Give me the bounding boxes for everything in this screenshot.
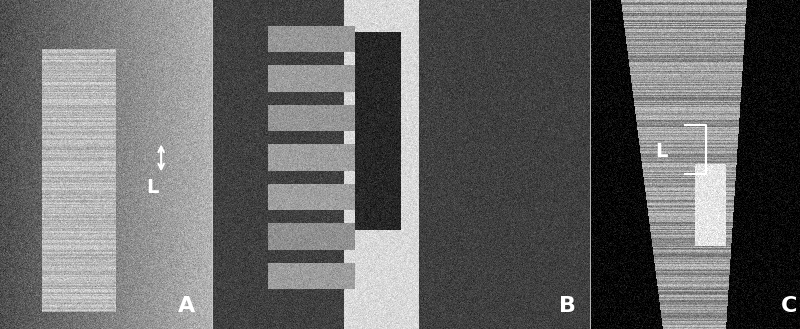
Text: A: A <box>178 296 195 316</box>
Text: L: L <box>146 178 159 197</box>
Text: L: L <box>655 142 667 161</box>
Text: B: B <box>559 296 576 316</box>
Text: C: C <box>782 296 798 316</box>
